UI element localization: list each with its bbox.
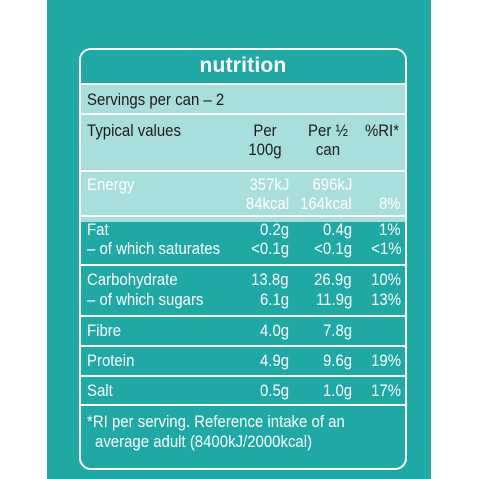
footnote-line1: *RI per serving. Reference intake of an <box>87 412 345 432</box>
sugars-perhalf: 11.9g <box>316 290 352 310</box>
energy-per100-kj: 357kJ <box>249 175 289 195</box>
header-perhalf-line1: Per ½ <box>303 121 352 141</box>
fat-perhalf: 0.4g <box>323 220 352 240</box>
salt-perhalf: 1.0g <box>323 381 352 401</box>
sugars-label: – of which sugars <box>87 290 203 310</box>
divider <box>80 375 406 377</box>
servings-per-can: Servings per can – 2 <box>87 90 224 110</box>
carbohydrate-per100: 13.8g <box>252 270 289 290</box>
saturates-perhalf: <0.1g <box>314 239 352 259</box>
saturates-per100: <0.1g <box>251 239 289 259</box>
protein-per100: 4.9g <box>260 351 289 371</box>
energy-label: Energy <box>87 175 134 195</box>
divider <box>80 170 406 172</box>
header-ri: %RI* <box>363 121 402 141</box>
sugars-ri: 13% <box>371 290 401 310</box>
fat-per100: 0.2g <box>260 220 289 240</box>
header-perhalf-line2: can <box>303 140 352 160</box>
salt-label: Salt <box>87 381 113 401</box>
sugars-per100: 6.1g <box>260 290 289 310</box>
saturates-ri: <1% <box>371 239 401 259</box>
fibre-label: Fibre <box>87 321 121 341</box>
header-per100-line2: 100g <box>243 140 287 160</box>
fat-label: Fat <box>87 220 109 240</box>
divider <box>80 264 406 266</box>
footnote-line2: average adult (8400kJ/2000kcal) <box>95 432 312 452</box>
carbohydrate-ri: 10% <box>371 270 401 290</box>
energy-perhalf-kcal: 164kcal <box>300 194 352 214</box>
energy-per100-kcal: 84kcal <box>246 194 289 214</box>
nutrition-header: nutrition <box>81 50 405 85</box>
protein-label: Protein <box>87 351 134 371</box>
header-per100-line1: Per <box>243 121 287 141</box>
saturates-label: – of which saturates <box>87 239 220 259</box>
divider <box>80 315 406 317</box>
nutrition-table: nutrition <box>79 48 407 470</box>
energy-perhalf-kj: 696kJ <box>312 175 352 195</box>
energy-ri: 8% <box>379 194 401 214</box>
nutrition-title: nutrition <box>81 54 405 78</box>
divider <box>80 345 406 347</box>
protein-ri: 19% <box>371 351 401 371</box>
divider <box>80 215 406 217</box>
fibre-perhalf: 7.8g <box>323 321 352 341</box>
carbohydrate-perhalf: 26.9g <box>315 270 352 290</box>
divider <box>80 404 406 406</box>
salt-per100: 0.5g <box>260 381 289 401</box>
fat-ri: 1% <box>379 220 401 240</box>
salt-ri: 17% <box>371 381 401 401</box>
protein-perhalf: 9.6g <box>323 351 352 371</box>
fibre-per100: 4.0g <box>260 321 289 341</box>
divider <box>80 113 406 115</box>
header-typical-values: Typical values <box>87 121 181 141</box>
carbohydrate-label: Carbohydrate <box>87 270 178 290</box>
